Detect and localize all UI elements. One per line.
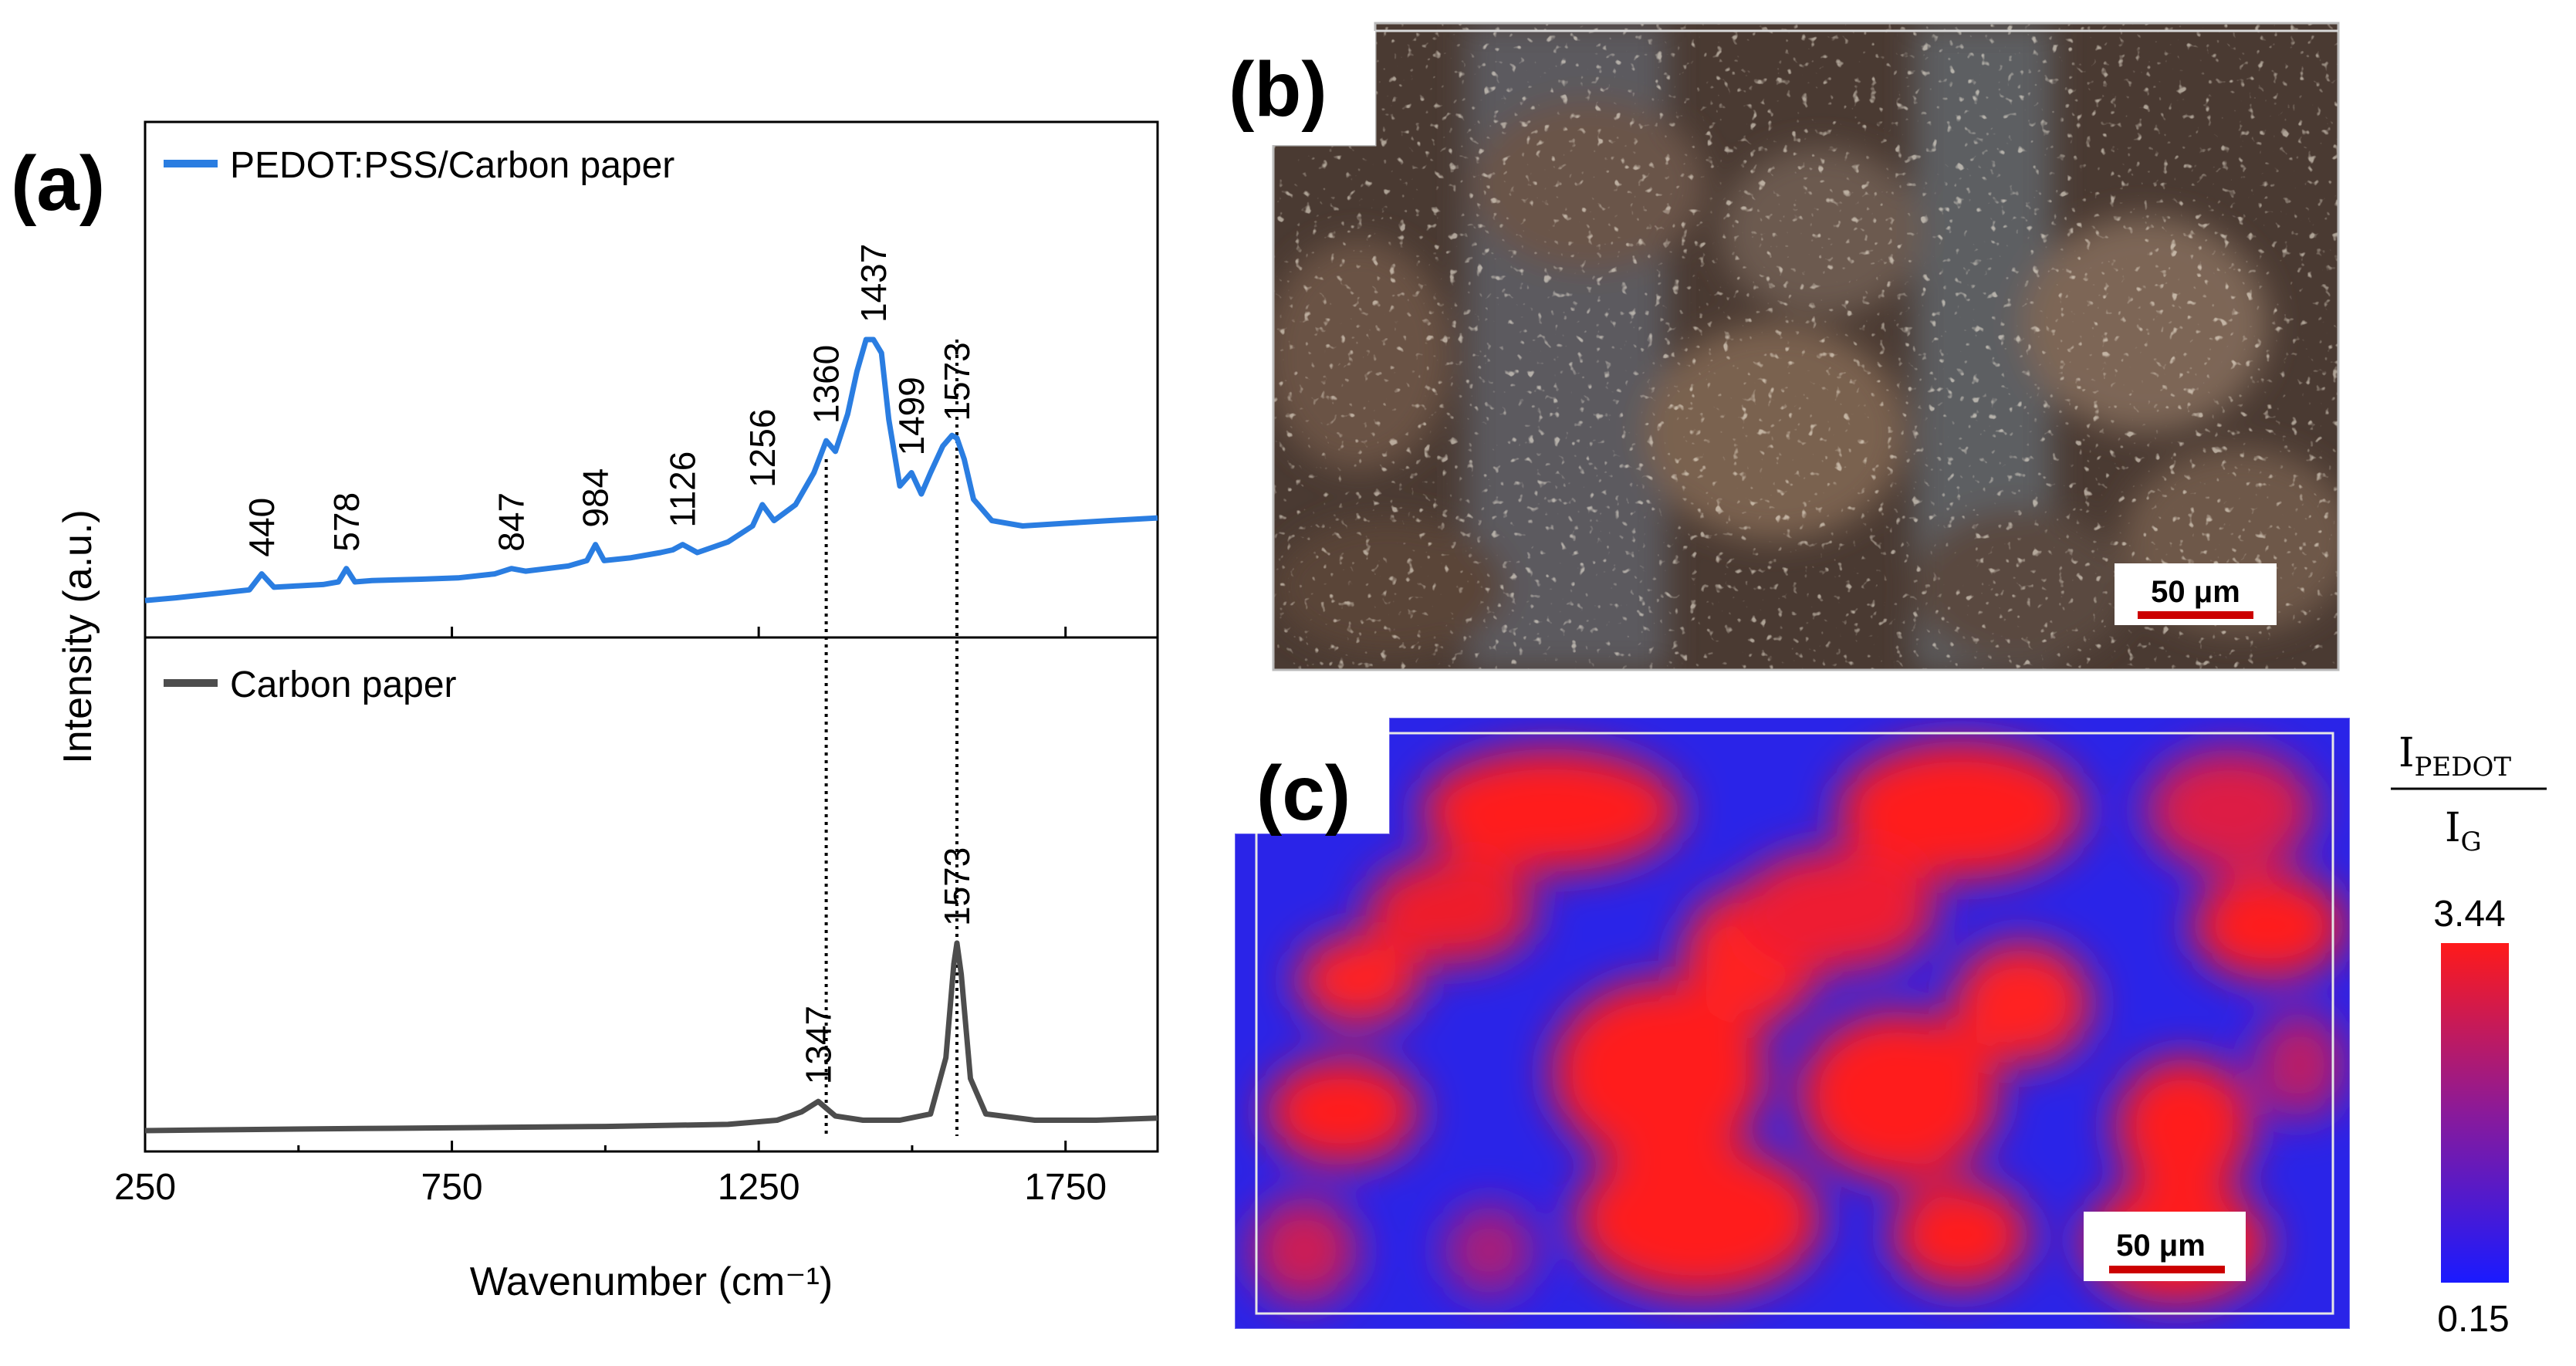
scalebar-bar-c xyxy=(2109,1266,2225,1273)
x-tick-label: 750 xyxy=(421,1167,483,1208)
legend-label-carbon: Carbon paper xyxy=(230,664,457,705)
panel-label-a: (a) xyxy=(11,140,105,227)
colorbar-max-label: 3.44 xyxy=(2433,894,2505,935)
x-tick-label: 1250 xyxy=(718,1167,800,1208)
colorbar-denominator: IG xyxy=(2445,805,2482,857)
peak-label: 578 xyxy=(326,492,367,552)
colorbar: IPEDOT IG 3.44 0.15 xyxy=(2391,730,2547,1340)
peak-label: 847 xyxy=(492,492,532,552)
panel-label-c: (c) xyxy=(1256,750,1351,837)
x-axis-title: Wavenumber (cm⁻¹) xyxy=(470,1259,833,1304)
scalebar-label-c: 50 μm xyxy=(2116,1229,2206,1263)
legend-label-pedot: PEDOT:PSS/Carbon paper xyxy=(230,145,674,186)
peak-label: 1573 xyxy=(937,342,977,421)
optical-micrograph: 50 μm (b) xyxy=(1227,22,2340,671)
scalebar-b: 50 μm xyxy=(2115,563,2277,625)
x-tick-label: 250 xyxy=(114,1167,176,1208)
x-axis-ticks: 250 750 1250 1750 xyxy=(114,627,1107,1208)
reference-lines xyxy=(824,340,958,1136)
peak-label: 440 xyxy=(242,498,282,557)
peak-label: 1256 xyxy=(742,409,783,488)
peak-label: 1360 xyxy=(806,345,847,424)
x-tick-label: 1750 xyxy=(1024,1167,1107,1208)
colorbar-min-label: 0.15 xyxy=(2437,1299,2509,1340)
peak-label: 1347 xyxy=(798,1006,838,1084)
scalebar-label-b: 50 μm xyxy=(2151,575,2240,609)
peak-label: 1437 xyxy=(854,244,894,323)
legend-top: PEDOT:PSS/Carbon paper xyxy=(164,145,674,186)
peak-label: 1499 xyxy=(891,377,931,455)
raman-spectra-chart: 250 750 1250 1750 440 578 847 984 1126125613601… xyxy=(11,120,1159,1304)
peak-label: 984 xyxy=(576,468,616,528)
raman-ratio-map: 50 μm (c) IPEDOT IG 3.44 0.15 xyxy=(1234,717,2547,1340)
scalebar-bar-b xyxy=(2138,611,2253,619)
legend-bottom: Carbon paper xyxy=(164,664,457,705)
peak-label: 1573 xyxy=(937,847,977,926)
colorbar-numerator: IPEDOT xyxy=(2399,730,2511,783)
series-line-0 xyxy=(144,336,1158,604)
series-group xyxy=(144,336,1158,1134)
panel-label-b: (b) xyxy=(1229,46,1327,133)
peak-label: 1126 xyxy=(663,451,703,528)
colorbar-gradient xyxy=(2441,943,2509,1283)
series-line-1 xyxy=(144,940,1158,1134)
scalebar-c: 50 μm xyxy=(2084,1212,2246,1281)
y-axis-title: Intensity (a.u.) xyxy=(56,509,100,763)
